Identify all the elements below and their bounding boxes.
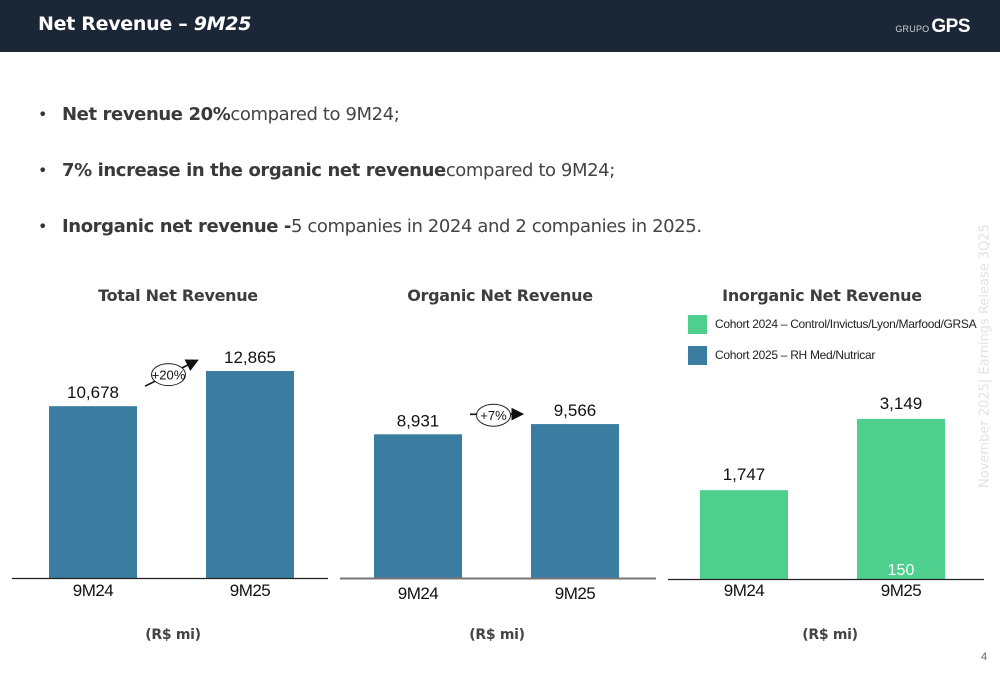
value-label: 12,865: [224, 348, 276, 367]
legend-swatch: [688, 345, 707, 365]
bar-9m25: [857, 418, 945, 579]
bullet-item: 7% increase in the organic net revenue c…: [38, 142, 702, 198]
total-label: 3,149: [880, 394, 923, 413]
growth-badge: [476, 403, 511, 427]
title-period: 9M25: [193, 13, 252, 35]
bar-9m25: [531, 424, 619, 578]
chart-title-organic: Organic Net Revenue: [407, 286, 593, 305]
category-label: 9M24: [724, 581, 765, 600]
value-label: 8,931: [397, 411, 440, 430]
bullet-item: Net revenue 20% compared to 9M24;: [38, 86, 702, 142]
category-label: 9M24: [398, 584, 439, 603]
unit-label-inorganic: (R$ mi): [802, 627, 858, 643]
growth-label: +7%: [480, 408, 507, 423]
value-label: 9,566: [554, 401, 597, 420]
total-label: 1,747: [723, 465, 766, 484]
unit-label-organic: (R$ mi): [469, 627, 525, 643]
header-bar: Net Revenue – 9M25 GRUPO GPS: [0, 0, 1000, 52]
segment-label: 150: [888, 562, 915, 579]
value-label: 10,678: [67, 383, 119, 402]
page-title: Net Revenue – 9M25: [38, 13, 251, 35]
bullet-text: compared to 9M24;: [445, 159, 615, 181]
growth-label: +20%: [152, 368, 186, 383]
grupo-gps-logo: GRUPO GPS: [895, 16, 970, 38]
growth-badge: [151, 363, 186, 387]
category-label: 9M25: [555, 584, 596, 603]
highlights-list: Net revenue 20% compared to 9M24; 7% inc…: [38, 86, 702, 254]
legend-label: Cohort 2025 – RH Med/Nutricar: [715, 348, 876, 362]
bullet-item: Inorganic net revenue - 5 companies in 2…: [38, 198, 702, 254]
legend-item-cohort-2024: Cohort 2024 – Control/Invictus/Lyon/Marf…: [688, 314, 977, 334]
chart-title-inorganic: Inorganic Net Revenue: [722, 286, 922, 305]
unit-label-total: (R$ mi): [145, 627, 201, 643]
inorganic-legend: Cohort 2024 – Control/Invictus/Lyon/Marf…: [688, 314, 977, 376]
logo-prefix: GRUPO: [895, 24, 930, 34]
bullet-bold: Net revenue 20%: [62, 103, 231, 125]
title-main: Net Revenue –: [38, 13, 194, 35]
legend-item-cohort-2025: Cohort 2025 – RH Med/Nutricar: [688, 345, 976, 365]
bar-9m25: [206, 371, 294, 578]
category-label: 9M25: [881, 581, 922, 600]
legend-swatch: [688, 314, 707, 334]
bullet-bold: Inorganic net revenue -: [62, 215, 292, 237]
legend-label: Cohort 2024 – Control/Invictus/Lyon/Marf…: [715, 317, 977, 331]
bar-9m24: [374, 434, 462, 578]
category-label: 9M24: [73, 581, 114, 600]
chart-title-total: Total Net Revenue: [98, 286, 258, 305]
logo-name: GPS: [931, 16, 970, 37]
bar-9m24: [49, 406, 137, 578]
bullet-text: 5 companies in 2024 and 2 companies in 2…: [291, 215, 702, 237]
page-number: 4: [981, 651, 988, 663]
bullet-text: compared to 9M24;: [230, 103, 400, 125]
bar-9m24: [700, 490, 788, 579]
category-label: 9M25: [230, 581, 271, 600]
bullet-bold: 7% increase in the organic net revenue: [62, 159, 446, 181]
